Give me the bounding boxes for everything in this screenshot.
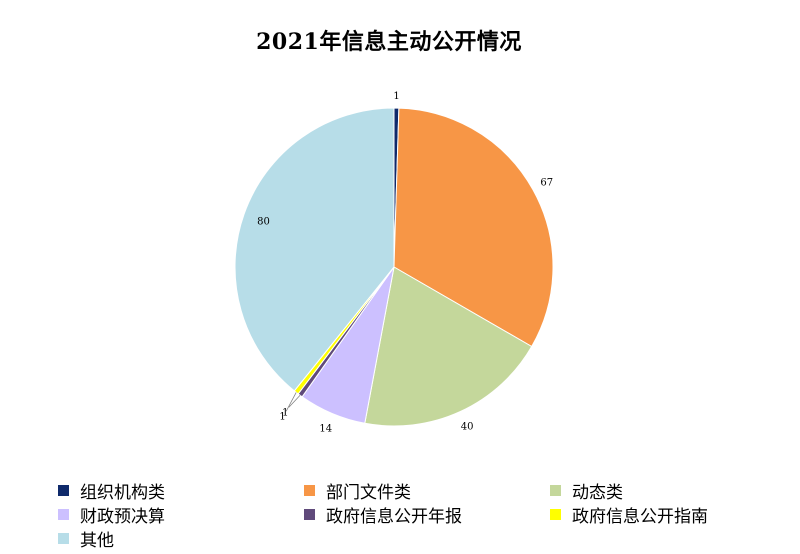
pie-slice-3: [364, 266, 533, 427]
legend-swatch: [550, 508, 561, 520]
legend-item-7: 其他: [58, 526, 304, 551]
legend-item-1: 组织机构类: [58, 478, 304, 503]
data-label-7: 80: [257, 217, 270, 228]
leader-line-5: [288, 395, 301, 408]
leader-lines: [285, 392, 301, 412]
legend-item-4: 财政预决算: [58, 502, 304, 527]
data-label-2: 67: [540, 177, 553, 188]
legend-item-2: 部门文件类: [304, 478, 550, 503]
data-label-6: 1: [279, 412, 285, 423]
legend-item-3: 动态类: [550, 478, 796, 503]
legend-swatch: [304, 484, 315, 496]
legend-label: 政府信息公开年报: [326, 506, 462, 527]
data-label-4: 14: [319, 424, 332, 435]
legend-swatch: [58, 484, 69, 496]
legend-label: 部门文件类: [326, 482, 411, 503]
leader-line-6: [285, 392, 297, 412]
legend-label: 组织机构类: [80, 482, 165, 503]
pie-slice-2: [393, 107, 554, 348]
legend-swatch: [304, 508, 315, 520]
legend-swatch: [58, 532, 69, 544]
legend-label: 其他: [80, 530, 114, 551]
pie-slice-7: [234, 107, 395, 392]
legend-swatch: [550, 484, 561, 496]
legend-swatch: [58, 508, 69, 520]
data-label-1: 1: [393, 91, 399, 102]
data-label-5: 1: [282, 408, 288, 419]
legend-label: 财政预决算: [80, 506, 165, 527]
pie-slices: [234, 107, 554, 427]
legend: 组织机构类 部门文件类 动态类财政预决算 政府信息公开年报 政府信息公开指南其他: [58, 478, 798, 551]
legend-label: 政府信息公开指南: [572, 506, 708, 527]
data-label-3: 40: [461, 421, 474, 432]
chart-title: 2021年信息主动公开情况: [256, 29, 522, 55]
legend-label: 动态类: [572, 482, 623, 503]
legend-item-5: 政府信息公开年报: [304, 502, 550, 527]
legend-item-6: 政府信息公开指南: [550, 502, 796, 527]
